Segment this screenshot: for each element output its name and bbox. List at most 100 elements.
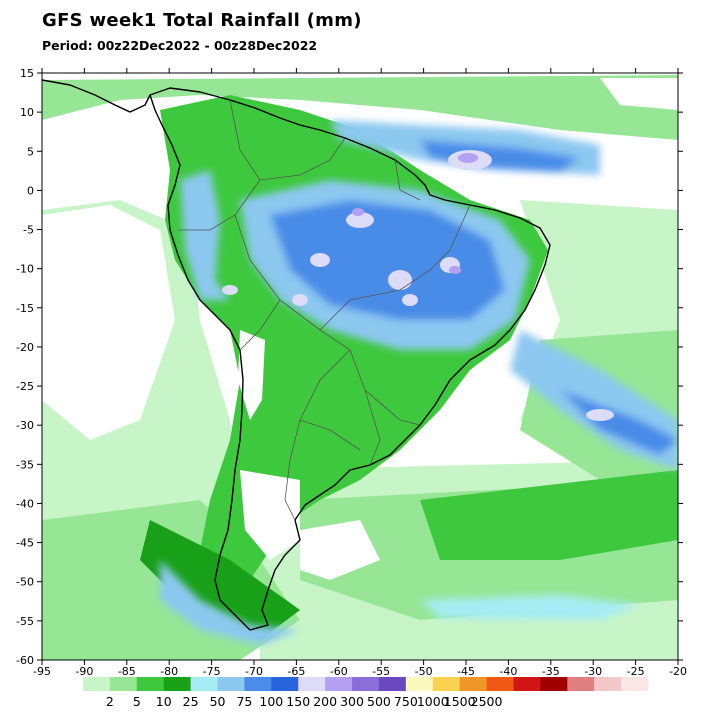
lon-tick-label: -60 xyxy=(330,665,348,678)
legend-swatch xyxy=(486,677,514,691)
legend-label: 2 xyxy=(106,694,114,709)
continent-outline xyxy=(149,87,551,631)
rain-band-green-north xyxy=(42,75,678,140)
legend-swatch xyxy=(405,677,434,691)
lat-tick-label: -50 xyxy=(16,576,34,589)
lat-tick-label: -25 xyxy=(16,380,34,393)
legend-label: 150 xyxy=(286,694,310,709)
rain-core-sacz-heavy xyxy=(560,390,678,455)
legend-swatch xyxy=(163,677,192,691)
rain-spot xyxy=(586,409,614,421)
lon-tick-label: -40 xyxy=(499,665,517,678)
legend-label: 25 xyxy=(183,694,199,709)
longitude-axis: -95 -90 -85 -80 -75 -70 -65 -60 -55 -50 -45 -40 -35 -… xyxy=(33,68,687,678)
legend-label: 100 xyxy=(259,694,283,709)
legend-swatch xyxy=(271,677,299,691)
dry-area-atacama xyxy=(238,330,265,420)
plot-frame xyxy=(41,72,679,661)
legend-swatch xyxy=(432,677,461,691)
lon-tick-label: -45 xyxy=(457,665,475,678)
legend-label: 200 xyxy=(313,694,337,709)
lat-tick-label: 5 xyxy=(27,145,34,158)
lon-tick-label: -30 xyxy=(584,665,602,678)
legend-swatch xyxy=(217,677,245,691)
legend-swatch xyxy=(378,677,407,691)
legend-label: 1500 xyxy=(444,694,476,709)
legend-swatch xyxy=(459,677,488,691)
legend-label: 1000 xyxy=(417,694,449,709)
lon-tick-label: -80 xyxy=(160,665,178,678)
rain-spot-heavy xyxy=(352,208,364,216)
lon-tick-label: -55 xyxy=(372,665,390,678)
rain-band-darkgreen-ocean xyxy=(420,470,678,560)
rain-spot-heavy xyxy=(458,153,478,163)
rainfall-field xyxy=(42,75,678,660)
rain-core-andes xyxy=(180,170,230,300)
legend-swatch xyxy=(594,677,622,691)
legend-swatch xyxy=(136,677,165,691)
legend-swatch xyxy=(567,677,595,691)
legend-swatch xyxy=(621,677,649,691)
rain-spot xyxy=(346,212,374,228)
lat-tick-label: -10 xyxy=(16,263,34,276)
lat-tick-label: 10 xyxy=(20,106,34,119)
dry-area-pacific xyxy=(42,205,175,440)
legend-swatch xyxy=(83,677,111,691)
dry-area-caribbean xyxy=(600,78,678,110)
lat-tick-label: 0 xyxy=(27,184,34,197)
lon-tick-label: -95 xyxy=(33,665,51,678)
lat-tick-label: -60 xyxy=(16,654,34,667)
lon-tick-label: -75 xyxy=(203,665,221,678)
lon-tick-label: -20 xyxy=(669,665,687,678)
lat-tick-label: -55 xyxy=(16,615,34,628)
rain-spot xyxy=(292,294,308,306)
legend-label: 75 xyxy=(236,694,252,709)
legend-label: 750 xyxy=(394,694,418,709)
rain-spot xyxy=(222,285,238,295)
legend-swatch xyxy=(513,677,541,691)
legend-swatch xyxy=(298,677,326,691)
rain-spot-heavy xyxy=(449,266,461,274)
legend-label: 500 xyxy=(367,694,391,709)
legend-swatch xyxy=(109,677,138,691)
dry-area-patagonia xyxy=(240,470,300,560)
lat-tick-label: -20 xyxy=(16,341,34,354)
lat-tick-label: 15 xyxy=(20,67,34,80)
lon-tick-label: -25 xyxy=(627,665,645,678)
dry-area-south-atlantic xyxy=(300,520,380,580)
legend-swatch xyxy=(325,677,353,691)
rain-band-darkgreen-south xyxy=(140,520,300,640)
rain-core-southern-ocean xyxy=(420,595,640,620)
period-label: Period: 00z22Dec2022 - 00z28Dec2022 xyxy=(42,38,318,53)
legend-label: 10 xyxy=(156,694,172,709)
rain-core-pacific-chile xyxy=(160,560,300,645)
legend-label: 5 xyxy=(133,694,141,709)
lon-tick-label: -70 xyxy=(245,665,263,678)
lon-tick-label: -85 xyxy=(118,665,136,678)
lon-tick-label: -90 xyxy=(75,665,93,678)
legend-swatch xyxy=(352,677,380,691)
lon-tick-label: -35 xyxy=(542,665,560,678)
country-borders xyxy=(178,99,471,521)
legend-swatch xyxy=(190,677,219,691)
legend-label: 300 xyxy=(340,694,364,709)
lat-tick-label: -45 xyxy=(16,537,34,550)
lon-tick-label: -65 xyxy=(287,665,305,678)
latitude-axis: 15 10 5 0 -5 -10 -15 -20 -25 -30 -35 -40 -45 -50 -55 -6… xyxy=(16,67,683,667)
lat-tick-label: -30 xyxy=(16,419,34,432)
lat-tick-label: -15 xyxy=(16,302,34,315)
central-america-outline xyxy=(42,79,151,113)
rain-spot xyxy=(310,253,330,267)
lat-tick-label: -40 xyxy=(16,497,34,510)
lat-tick-label: -5 xyxy=(23,224,34,237)
legend-swatch xyxy=(244,677,272,691)
rain-spot xyxy=(388,270,412,290)
legend-label: 2500 xyxy=(471,694,503,709)
lat-tick-label: -35 xyxy=(16,458,34,471)
legend-label: 50 xyxy=(210,694,226,709)
rain-core-amazon-heavy xyxy=(270,200,505,320)
rain-spot xyxy=(402,294,418,306)
lon-tick-label: -50 xyxy=(415,665,433,678)
